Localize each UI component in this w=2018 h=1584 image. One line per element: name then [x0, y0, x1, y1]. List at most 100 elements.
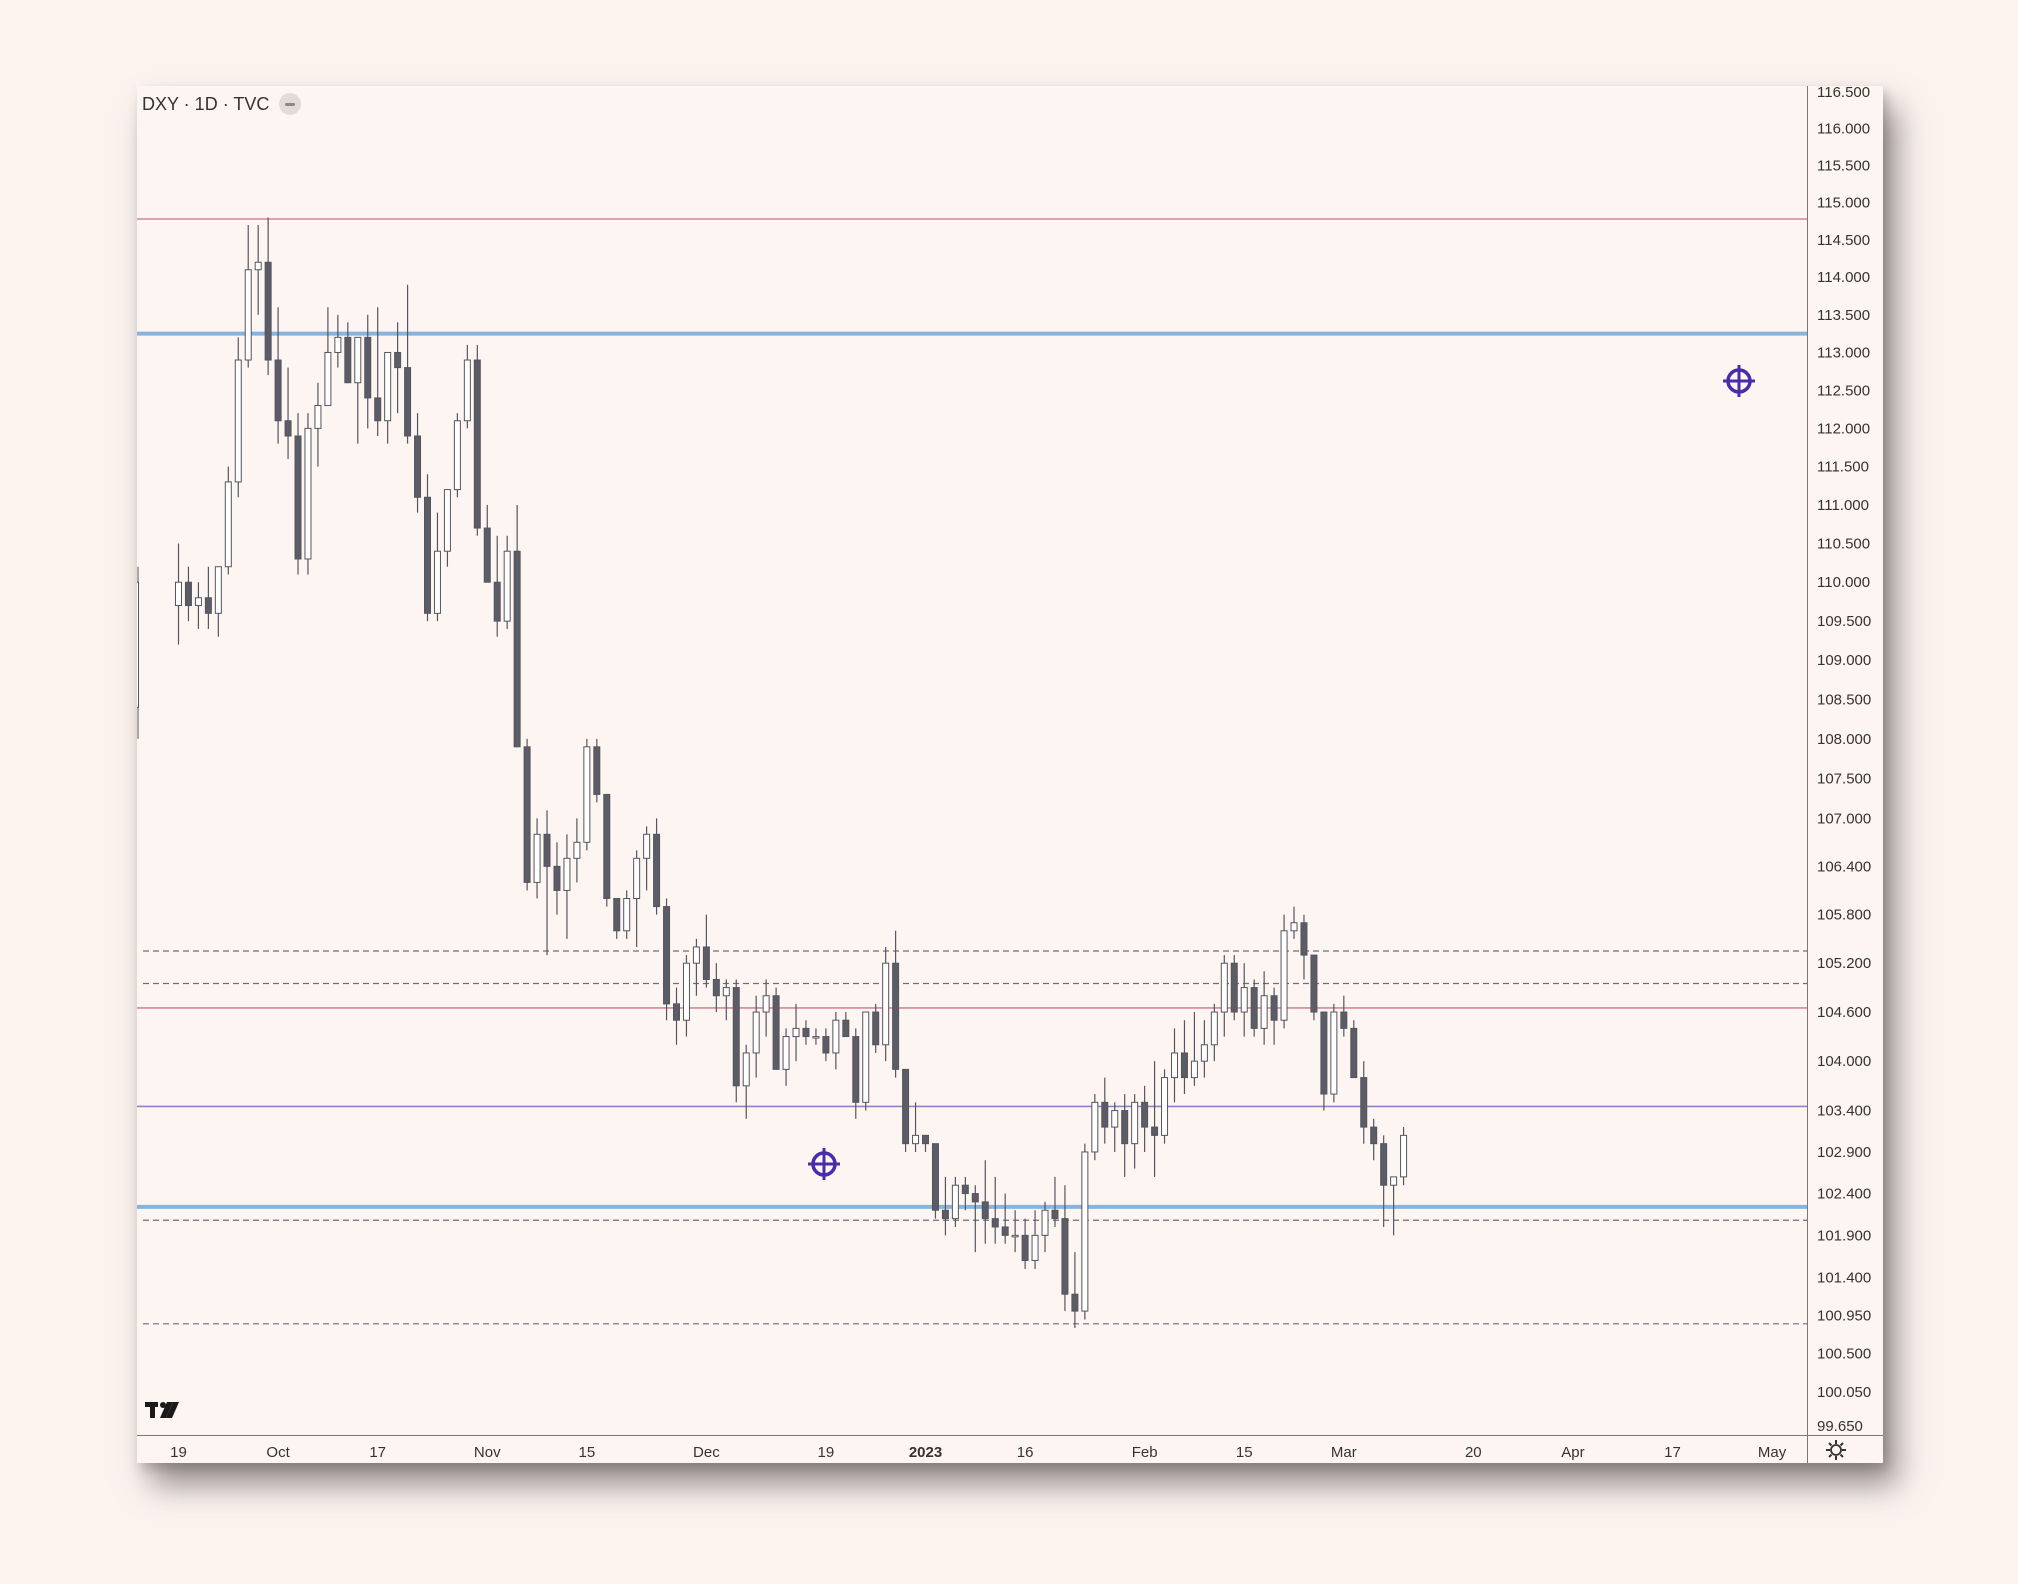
candle	[194, 597, 202, 607]
candle	[324, 351, 332, 407]
candle	[364, 336, 372, 399]
candle	[1370, 1126, 1378, 1145]
candle	[1111, 1110, 1119, 1128]
candle	[1390, 1176, 1398, 1186]
candle	[1230, 962, 1238, 1013]
candle	[1061, 1218, 1069, 1295]
candle	[951, 1184, 959, 1220]
candle	[264, 261, 272, 361]
candle	[1161, 1077, 1169, 1136]
candle	[1350, 1027, 1358, 1079]
candle	[673, 1003, 680, 1021]
candle	[1340, 1011, 1348, 1029]
price-tick-label: 110.500	[1817, 535, 1870, 552]
price-tick-label: 114.500	[1817, 232, 1870, 249]
candle	[563, 857, 571, 891]
candle	[902, 1068, 910, 1145]
price-tick-label: 103.400	[1817, 1103, 1871, 1120]
candle	[931, 1143, 939, 1211]
symbol-title[interactable]: DXY · 1D · TVC	[142, 93, 302, 115]
candlestick-chart[interactable]: 116.500 116.000 115.500 115.000 114.500 114.0…	[137, 86, 1883, 1463]
candle	[374, 397, 382, 422]
price-tick-label: 108.500	[1817, 691, 1871, 708]
candles	[137, 217, 1408, 1329]
candle	[493, 581, 501, 622]
candle	[254, 261, 262, 271]
candle	[1320, 1011, 1328, 1095]
candle	[822, 1036, 830, 1054]
candle	[533, 833, 541, 883]
candle	[981, 1201, 989, 1220]
candle	[1021, 1234, 1029, 1262]
price-tick-label: 112.000	[1817, 420, 1870, 437]
price-tick-label: 115.000	[1817, 195, 1870, 212]
candle	[175, 581, 182, 607]
candle	[653, 833, 661, 908]
target-icon[interactable]	[808, 1148, 840, 1180]
candle	[912, 1134, 920, 1145]
price-tick-label: 107.500	[1817, 771, 1871, 788]
candle	[234, 359, 242, 483]
price-tick-label: 105.800	[1817, 907, 1871, 924]
candle	[523, 746, 531, 883]
candle	[1131, 1101, 1139, 1145]
candle	[1001, 1226, 1009, 1236]
axes	[137, 86, 1883, 1463]
candle	[1141, 1101, 1149, 1128]
price-tick-label: 112.500	[1817, 382, 1870, 399]
candle	[872, 1011, 880, 1046]
price-tick-label: 102.900	[1817, 1144, 1871, 1161]
candle	[543, 833, 551, 867]
price-axis[interactable]: 116.500 116.000 115.500 115.000 114.500 114.0…	[1817, 86, 1871, 1435]
candle	[513, 550, 521, 748]
candle	[1200, 1044, 1208, 1062]
candle	[732, 987, 740, 1087]
price-tick-label: 113.000	[1817, 344, 1870, 361]
candle	[1121, 1110, 1129, 1145]
price-tick-label: 110.000	[1817, 574, 1870, 591]
candle	[762, 995, 770, 1013]
time-tick-label: 15	[1236, 1444, 1253, 1461]
price-tick-label: 114.000	[1817, 269, 1870, 286]
price-tick-label: 115.500	[1817, 158, 1870, 175]
collapse-icon[interactable]	[279, 93, 302, 115]
candle	[682, 962, 690, 1021]
candle	[782, 1036, 790, 1070]
price-tick-label: 104.000	[1817, 1053, 1871, 1070]
candle	[443, 489, 451, 552]
candle	[384, 351, 392, 422]
candle	[1151, 1126, 1159, 1136]
price-tick-label: 100.950	[1817, 1307, 1871, 1324]
candle	[1250, 987, 1258, 1029]
symbol-text: DXY · 1D · TVC	[142, 93, 270, 114]
time-tick-label: May	[1758, 1444, 1787, 1461]
candle	[463, 359, 471, 422]
time-axis[interactable]: 19 Oct 17 Nov 15 Dec 19 2023 16 Feb 15 Mar 20 Apr 17 Ma…	[170, 1444, 1787, 1461]
candle	[892, 962, 900, 1070]
candle	[593, 746, 601, 795]
target-icon[interactable]	[1723, 365, 1755, 397]
candle	[214, 566, 222, 614]
candle	[1240, 987, 1248, 1013]
candle	[1041, 1209, 1049, 1236]
chart-panel[interactable]: 116.500 116.000 115.500 115.000 114.500 114.0…	[137, 86, 1883, 1463]
candle	[792, 1027, 800, 1038]
candle	[623, 898, 631, 932]
candle	[244, 269, 252, 361]
candle	[204, 597, 212, 614]
candle	[991, 1218, 999, 1228]
candle	[633, 857, 641, 900]
price-tick-label: 100.050	[1817, 1384, 1871, 1401]
candle	[772, 995, 780, 1070]
candle	[453, 420, 461, 491]
price-tick-label: 104.600	[1817, 1004, 1871, 1021]
time-tick-label: Dec	[693, 1444, 720, 1461]
candle	[394, 351, 402, 369]
candle	[1260, 995, 1268, 1029]
settings-gear-icon[interactable]	[1825, 1439, 1847, 1461]
price-tick-label: 116.000	[1817, 121, 1870, 138]
price-tick-label: 101.400	[1817, 1269, 1871, 1286]
tradingview-logo[interactable]	[145, 1400, 181, 1420]
candle	[832, 1019, 840, 1054]
candle	[702, 946, 710, 980]
